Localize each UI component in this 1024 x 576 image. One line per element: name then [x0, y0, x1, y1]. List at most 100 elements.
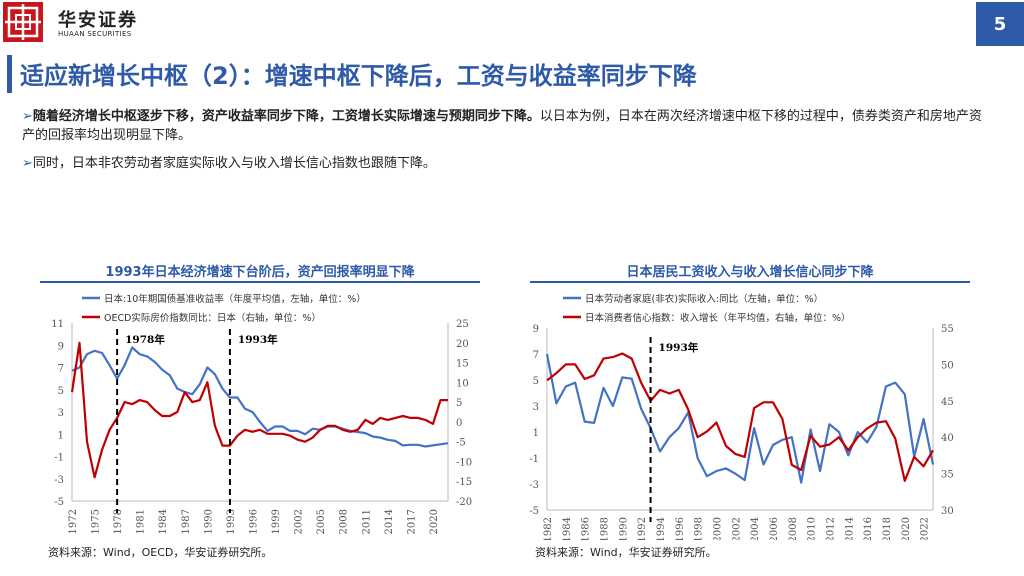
y-left-tick-label: 9	[58, 341, 64, 352]
chart-1: 11 9 7 5 3 1 -1 -3 -5 25 20 15 10 5 0 -5 -10 -15 -20 1972 19…	[51, 293, 472, 534]
x-tick-label: 2005	[316, 509, 327, 534]
page-number: 5	[976, 2, 1024, 46]
x-tick-label: 1998	[694, 517, 705, 540]
y-right-tick-label: 30	[941, 506, 954, 517]
legend-label-1: 日本劳动者家庭(非农)实际收入:同比（左轴，单位：%）	[585, 293, 823, 305]
x-tick-label: 1996	[675, 517, 686, 540]
y-left-tick-label: 7	[533, 350, 539, 361]
x-tick-label: 2018	[882, 517, 893, 540]
y-left-tick-label: -1	[529, 454, 539, 465]
x-tick-label: 1984	[158, 509, 169, 534]
chart-1-title: 1993年日本经济增速下台阶后，资产回报率明显下降	[105, 265, 415, 280]
legend-label-2: OECD实际房价指数同比：日本（右轴，单位：%）	[104, 312, 321, 324]
x-tick-label: 2004	[750, 517, 761, 540]
legend-label-2: 日本消费者信心指数：收入增长（年平均值，右轴，单位：%）	[585, 312, 851, 324]
x-tick-label: 1999	[271, 509, 282, 534]
bullet-2: ➢同时，日本非农劳动者家庭实际收入与收入增长信心指数也跟随下降。	[22, 154, 982, 173]
title-accent-bar	[7, 55, 12, 93]
y-left-tick-label: 7	[58, 364, 64, 375]
chart-1-source: 资料来源：Wind，OECD，华安证券研究所。	[48, 546, 273, 559]
x-tick-label: 1972	[68, 509, 79, 534]
y-right-tick-label: -20	[456, 497, 472, 508]
y-right-tick-label: -10	[456, 457, 472, 468]
x-tick-label: 1975	[91, 509, 102, 534]
page-title: 适应新增长中枢（2）：增速中枢下降后，工资与收益率同步下降	[20, 62, 697, 90]
y-left-tick-label: 11	[51, 319, 64, 330]
x-tick-label: 2016	[863, 517, 874, 540]
annotation-label-1: 1993年	[659, 341, 699, 354]
y-left-tick-label: 5	[58, 386, 64, 397]
logo-text: 华安证券	[58, 10, 138, 31]
x-tick-label: 1993	[226, 509, 237, 534]
x-tick-label: 1984	[562, 517, 573, 540]
chart-2-title-rule	[530, 281, 970, 283]
x-tick-label: 2020	[429, 509, 440, 534]
x-tick-label: 1992	[637, 517, 648, 540]
y-left-tick-label: 9	[533, 324, 539, 335]
annotation-label-2: 1993年	[238, 333, 278, 346]
y-left-tick-label: 3	[533, 402, 539, 413]
x-tick-label: 1981	[136, 509, 147, 534]
y-left-tick-label: -5	[529, 506, 539, 517]
x-tick-label: 2002	[294, 509, 305, 534]
y-left-tick-label: 3	[58, 408, 64, 419]
y-right-tick-label: 35	[941, 470, 954, 481]
y-right-tick-label: -5	[456, 438, 466, 449]
logo-subtext: HUAAN SECURITIES	[58, 30, 132, 38]
bullet-arrow-icon: ➢	[22, 156, 33, 171]
x-tick-label: 1986	[581, 517, 592, 540]
y-right-tick-label: 25	[456, 319, 469, 330]
y-right-tick-label: 40	[941, 433, 954, 444]
bullet-arrow-icon: ➢	[22, 109, 33, 124]
bullet-2-text: 同时，日本非农劳动者家庭实际收入与收入增长信心指数也跟随下降。	[32, 156, 436, 171]
chart-1-title-rule	[40, 281, 480, 283]
chart-2-title: 日本居民工资收入与收入增长信心同步下降	[626, 265, 874, 280]
y-right-tick-label: 20	[456, 339, 469, 350]
x-tick-label: 2022	[920, 517, 931, 540]
x-tick-label: 1978	[113, 509, 124, 534]
x-tick-label: 1988	[599, 517, 610, 540]
x-tick-label: 2010	[807, 517, 818, 540]
y-right-tick-label: 50	[941, 360, 954, 371]
x-tick-label: 1987	[181, 509, 192, 534]
y-right-tick-label: 45	[941, 397, 954, 408]
series-line-2	[546, 352, 934, 482]
x-tick-label: 2020	[901, 517, 912, 540]
bullet-1-text: 以日本为例，日本在两次经济增速中枢下移的过程中，债券类资产和房地产资产的回报率均…	[22, 109, 982, 143]
x-tick-label: 2012	[825, 517, 836, 540]
x-tick-label: 2014	[844, 517, 855, 540]
series-line-2	[70, 341, 448, 479]
y-left-tick-label: 1	[58, 430, 64, 441]
x-tick-label: 2011	[361, 509, 372, 534]
y-right-tick-label: 55	[941, 324, 954, 335]
series-line-1	[71, 346, 449, 448]
chart-2: 9 7 5 3 1 -1 -3 -5 55 50 45 40 35 30 1982 1984 1986 1988 1…	[529, 293, 954, 540]
x-tick-label: 2002	[731, 517, 742, 540]
bullet-1: ➢随着经济增长中枢逐步下移，资产收益率同步下降，工资增长实际增速与预期同步下降。…	[22, 107, 982, 145]
x-tick-label: 1982	[543, 517, 554, 540]
bullet-1-bold: 随着经济增长中枢逐步下移，资产收益率同步下降，工资增长实际增速与预期同步下降。	[32, 109, 540, 124]
x-tick-label: 1990	[203, 509, 214, 534]
x-tick-label: 1990	[618, 517, 629, 540]
y-right-tick-label: 0	[456, 418, 462, 429]
x-tick-label: 2017	[406, 509, 417, 534]
x-tick-label: 2014	[384, 509, 395, 534]
x-tick-label: 2008	[339, 509, 350, 534]
x-tick-label: 2006	[769, 517, 780, 540]
series-line-1	[545, 353, 935, 484]
y-left-tick-label: -1	[54, 453, 64, 464]
y-left-tick-label: 5	[533, 376, 539, 387]
x-tick-label: 1994	[656, 517, 667, 540]
y-right-tick-label: 5	[456, 398, 462, 409]
x-tick-label: 2000	[712, 517, 723, 540]
y-left-tick-label: 1	[533, 428, 539, 439]
logo-icon	[3, 2, 43, 42]
y-right-tick-label: 10	[456, 378, 469, 389]
x-tick-label: 2008	[788, 517, 799, 540]
chart-2-source: 资料来源：Wind，华安证券研究所。	[535, 546, 717, 559]
y-left-tick-label: -3	[54, 475, 64, 486]
y-left-tick-label: -5	[54, 497, 64, 508]
x-tick-label: 1996	[248, 509, 259, 534]
y-right-tick-label: -15	[456, 477, 472, 488]
y-left-tick-label: -3	[529, 480, 539, 491]
